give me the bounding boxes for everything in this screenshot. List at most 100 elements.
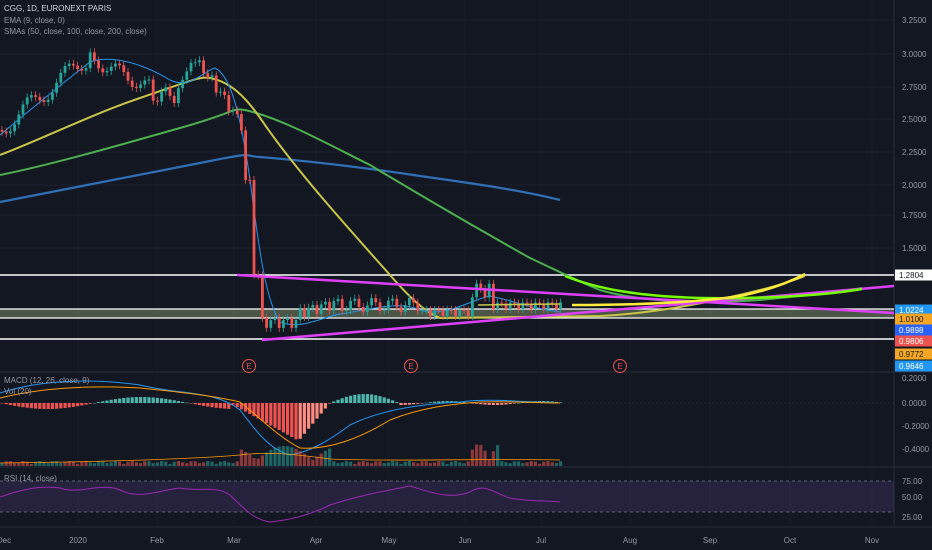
volume-bar bbox=[168, 463, 172, 466]
time-axis[interactable]: Dec 2020 Feb Mar Apr May Jun Jul Aug Sep Oct Nov bbox=[0, 536, 879, 545]
candle bbox=[277, 313, 281, 332]
macd-bar bbox=[97, 402, 101, 403]
macd-bar bbox=[46, 403, 50, 409]
volume-bar bbox=[214, 463, 218, 466]
triangle-drawing[interactable] bbox=[236, 273, 895, 342]
volume-bar bbox=[445, 463, 449, 466]
candle bbox=[193, 58, 197, 67]
candle bbox=[101, 64, 105, 77]
candle bbox=[454, 306, 457, 320]
macd-bar bbox=[109, 399, 113, 403]
candle bbox=[332, 297, 336, 315]
candle bbox=[508, 298, 512, 313]
legend-vol[interactable]: Vol (20) bbox=[4, 387, 32, 396]
volume-bar bbox=[223, 461, 227, 466]
macd-bar bbox=[517, 402, 521, 404]
candle bbox=[294, 315, 298, 332]
candle bbox=[466, 306, 470, 320]
macd-bar bbox=[8, 403, 12, 406]
candle bbox=[160, 87, 163, 106]
macd-bar bbox=[80, 403, 84, 406]
candle bbox=[345, 305, 348, 315]
projection-curves[interactable] bbox=[564, 272, 863, 307]
sma50-line bbox=[0, 76, 806, 320]
legend-macd[interactable]: MACD (12, 26, close, 9) bbox=[4, 376, 89, 385]
legend-ema[interactable]: EMA (9, close, 0) bbox=[4, 16, 65, 25]
rsi-band bbox=[0, 481, 894, 512]
macd-bar bbox=[248, 403, 252, 414]
time-axis-label: Dec bbox=[0, 536, 11, 545]
volume-bar bbox=[365, 462, 369, 466]
candle bbox=[395, 294, 399, 312]
candle bbox=[76, 61, 79, 73]
candle bbox=[105, 66, 109, 77]
candle bbox=[546, 298, 550, 313]
volume-bar bbox=[151, 463, 155, 466]
candle bbox=[147, 75, 151, 85]
macd-axis-label: -0.2000 bbox=[902, 422, 930, 431]
macd-bar bbox=[193, 403, 197, 405]
candle bbox=[252, 176, 256, 279]
symbol-title[interactable]: CGG, 1D, EURONEXT PARIS bbox=[4, 4, 112, 13]
candle bbox=[13, 120, 16, 136]
candle bbox=[513, 298, 516, 308]
volume-bar bbox=[277, 446, 281, 466]
horizontal-grid bbox=[0, 19, 894, 249]
candle bbox=[38, 92, 42, 105]
rsi-line bbox=[0, 485, 561, 523]
earnings-markers[interactable]: E E E bbox=[242, 359, 627, 373]
candle bbox=[471, 293, 474, 320]
candle bbox=[223, 87, 226, 100]
svg-text:E: E bbox=[617, 362, 622, 371]
macd-bar bbox=[239, 403, 243, 410]
candle bbox=[458, 305, 462, 320]
volume-bar bbox=[349, 461, 353, 466]
volume-bar bbox=[328, 448, 332, 466]
volume-bar bbox=[340, 462, 344, 466]
svg-text:0.9772: 0.9772 bbox=[899, 350, 924, 359]
candle bbox=[445, 305, 449, 320]
macd-axis[interactable]: 0.2000 0.0000 -0.2000 -0.4000 bbox=[902, 374, 930, 454]
price-axis[interactable]: 3.2500 3.0000 2.7500 2.5000 2.2500 2.0000 1.75… bbox=[902, 16, 927, 253]
volume-bar bbox=[139, 463, 143, 466]
time-axis-label: Feb bbox=[150, 536, 164, 545]
candle bbox=[139, 80, 142, 92]
macd-pane bbox=[0, 380, 894, 466]
candle bbox=[219, 87, 222, 97]
svg-text:0.9806: 0.9806 bbox=[899, 337, 924, 346]
legend-smas[interactable]: SMAs (50, close, 100, close, 200, close) bbox=[4, 27, 147, 36]
volume-bar bbox=[235, 461, 239, 466]
candle bbox=[420, 306, 424, 316]
volume-bar bbox=[67, 461, 71, 466]
volume-bar bbox=[407, 461, 411, 466]
candle bbox=[441, 306, 445, 320]
volume-bar bbox=[521, 463, 525, 466]
candle bbox=[403, 301, 407, 316]
time-axis-label: Apr bbox=[310, 536, 323, 545]
svg-text:0.9646: 0.9646 bbox=[899, 362, 924, 371]
rsi-axis[interactable]: 75.00 50.00 25.00 bbox=[902, 477, 923, 522]
volume-bar bbox=[260, 455, 264, 466]
candle bbox=[542, 299, 546, 313]
volume-bar bbox=[307, 456, 311, 466]
volume-bar bbox=[286, 446, 290, 466]
macd-bar bbox=[139, 397, 143, 403]
projection-green bbox=[564, 274, 863, 300]
candle bbox=[202, 56, 205, 78]
legend-rsi[interactable]: RSI (14, close) bbox=[4, 474, 57, 483]
volume-bar bbox=[462, 463, 466, 466]
candle bbox=[244, 126, 247, 184]
macd-bar bbox=[344, 396, 348, 403]
volume-bar bbox=[508, 463, 512, 466]
macd-bar bbox=[168, 399, 172, 403]
macd-bar bbox=[181, 401, 185, 403]
macd-bar bbox=[197, 403, 201, 406]
volume-bar bbox=[63, 462, 67, 466]
macd-axis-label: -0.4000 bbox=[902, 445, 930, 454]
volume-bar bbox=[466, 461, 470, 466]
macd-bar bbox=[126, 397, 130, 403]
time-axis-label: 2020 bbox=[69, 536, 87, 545]
candle bbox=[198, 56, 201, 67]
svg-text:E: E bbox=[408, 362, 413, 371]
